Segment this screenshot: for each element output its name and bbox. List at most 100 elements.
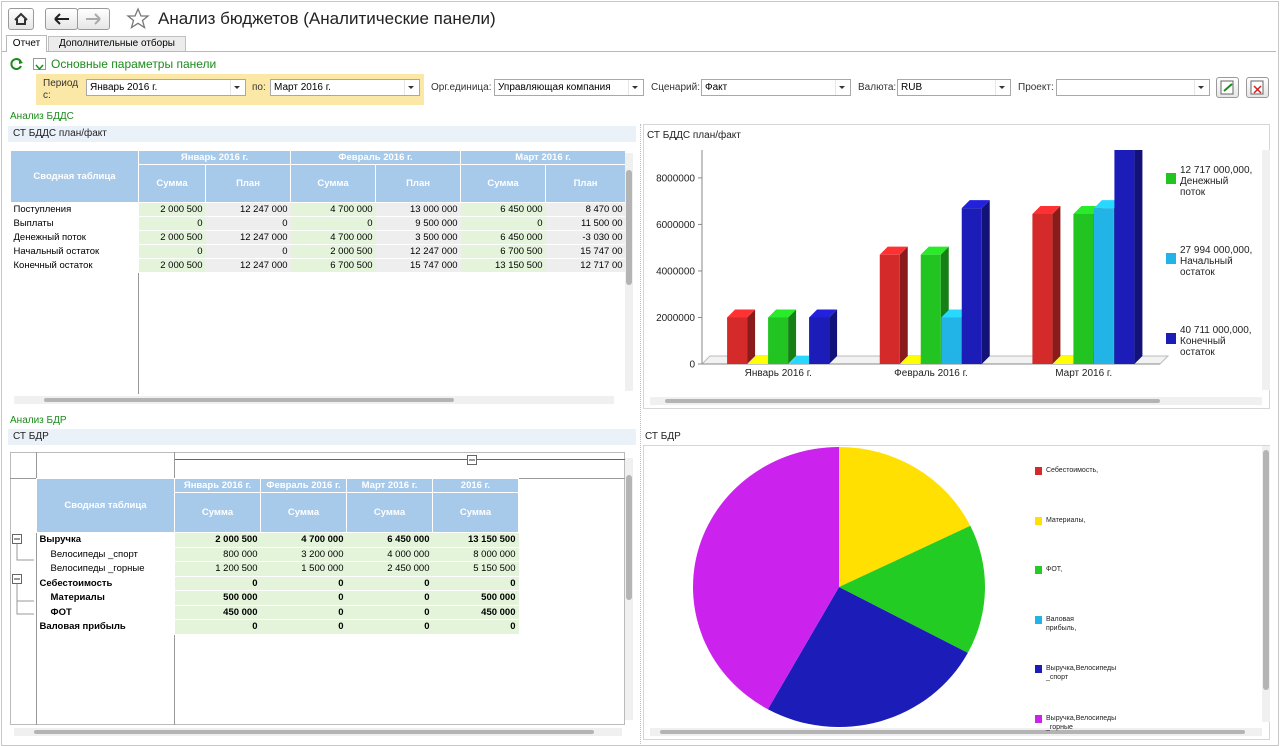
data-row: Велосипеды _спорт 800 000 3 200 000 4 000 0… xyxy=(36,547,519,562)
scrollbar xyxy=(14,396,614,404)
bar xyxy=(879,254,900,364)
month-header: Январь 2016 г. xyxy=(137,150,292,165)
row-label: Начальный остаток xyxy=(10,244,139,259)
subheader: Сумма xyxy=(346,492,433,533)
dropdown-icon[interactable] xyxy=(628,80,643,95)
settings-icon xyxy=(1220,80,1234,95)
tab[interactable]: Дополнительные отборы xyxy=(48,36,186,51)
scrollbar xyxy=(650,728,1262,736)
cell: 12 247 000 xyxy=(375,244,461,259)
dropdown-icon[interactable] xyxy=(230,80,245,95)
row-label: Конечный остаток xyxy=(10,258,139,273)
plot-area xyxy=(727,50,1143,364)
currency-field[interactable]: RUB xyxy=(897,79,1011,96)
bar-side xyxy=(788,309,797,364)
dropdown-icon[interactable] xyxy=(404,80,419,95)
pivot-table: Сводная таблица Январь 2016 г. Февраль 201… xyxy=(10,150,627,273)
scenario-field[interactable]: Факт xyxy=(701,79,851,96)
cell: 13 150 500 xyxy=(432,532,519,548)
cell: 6 450 000 xyxy=(460,230,546,245)
tab[interactable]: Отчет xyxy=(6,35,47,52)
period-header: 2016 г. xyxy=(432,478,519,493)
clear-settings-button[interactable] xyxy=(1246,77,1269,98)
cell: 6 700 500 xyxy=(290,258,376,273)
subheader: Сумма xyxy=(432,492,519,533)
project-label: Проект: xyxy=(1018,82,1054,93)
bar xyxy=(809,317,830,364)
collapse-toggle[interactable] xyxy=(33,58,46,71)
section-title: Анализ БДДС xyxy=(10,111,74,122)
tab-line xyxy=(2,51,1276,52)
bar-side xyxy=(747,309,756,364)
cell: 13 000 000 xyxy=(375,202,461,217)
y-tick-label: 2000000 xyxy=(656,313,695,324)
cell: 9 500 000 xyxy=(375,216,461,231)
row-label: Себестоимость xyxy=(36,576,175,591)
data-row: Конечный остаток 2 000 500 12 247 000 6 700… xyxy=(10,258,626,273)
corner-header: Сводная таблица xyxy=(10,150,139,203)
cell: 1 500 000 xyxy=(260,561,347,577)
dropdown-icon[interactable] xyxy=(835,80,850,95)
field-value: Март 2016 г. xyxy=(274,82,331,93)
bar-top xyxy=(961,200,990,209)
cell: 0 xyxy=(138,216,206,231)
apply-settings-button[interactable] xyxy=(1216,77,1239,98)
scrollbar xyxy=(14,728,622,736)
row-label: Денежный поток xyxy=(10,230,139,245)
scrollbar xyxy=(1262,446,1270,722)
clear-icon xyxy=(1250,80,1264,95)
bar-top xyxy=(768,309,797,318)
org-label: Орг.единица: xyxy=(431,82,492,93)
pie-slice xyxy=(693,447,839,710)
pivot-table: Сводная таблица Январь 2016 г. Февраль 201… xyxy=(36,478,519,635)
bar xyxy=(961,208,982,364)
legend-swatch xyxy=(1035,467,1042,475)
bar xyxy=(1073,213,1094,364)
row-label: Выплаты xyxy=(10,216,139,231)
params-title[interactable]: Основные параметры панели xyxy=(51,57,217,71)
cell: 0 xyxy=(205,216,291,231)
currency-label: Валюта: xyxy=(858,82,897,93)
column-divider xyxy=(138,202,139,394)
subheader: План xyxy=(375,164,462,203)
scroll-thumb xyxy=(660,730,1245,734)
period-to-field[interactable]: Март 2016 г. xyxy=(270,79,420,96)
project-field[interactable] xyxy=(1056,79,1210,96)
cell: 2 000 500 xyxy=(138,258,206,273)
period-label: Период с: xyxy=(43,78,79,101)
cell: 2 000 500 xyxy=(138,202,206,217)
data-row: Поступления 2 000 500 12 247 000 4 700 000 1… xyxy=(10,202,626,217)
scroll-thumb xyxy=(34,730,594,734)
refresh-icon[interactable] xyxy=(10,57,24,71)
data-row: Себестоимость 0 0 0 0 xyxy=(36,576,519,591)
collapse-icon[interactable] xyxy=(467,455,478,466)
bar-top xyxy=(809,309,838,318)
chevron-icon xyxy=(35,64,44,71)
scrollbar xyxy=(625,458,633,720)
legend-swatch xyxy=(1166,253,1176,264)
legend-swatch xyxy=(1035,714,1042,723)
org-field[interactable]: Управляющая компания xyxy=(494,79,644,96)
data-row: Выплаты 0 0 0 9 500 000 0 11 500 00 xyxy=(10,216,626,231)
x-tick-label: Февраль 2016 г. xyxy=(894,368,968,379)
home-button[interactable] xyxy=(8,8,34,30)
scrollbar xyxy=(650,397,1262,405)
panel-title: СТ БДР xyxy=(8,429,636,445)
dropdown-icon[interactable] xyxy=(995,80,1010,95)
field-value: Факт xyxy=(705,82,728,93)
cell: 0 xyxy=(138,244,206,259)
pivot-frame xyxy=(10,452,625,725)
favorite-star[interactable] xyxy=(126,7,150,29)
bar-top xyxy=(1114,50,1142,58)
forward-button[interactable] xyxy=(77,8,110,30)
legend-swatch xyxy=(1035,665,1042,673)
bar-top xyxy=(920,246,949,255)
period-from-field[interactable]: Январь 2016 г. xyxy=(86,79,246,96)
row-label: Велосипеды _спорт xyxy=(36,547,175,562)
dropdown-icon[interactable] xyxy=(1194,80,1209,95)
subheader: Сумма xyxy=(290,164,377,203)
legend-label: 27 994 000,000, Начальный остаток xyxy=(1180,245,1253,278)
cell: 0 xyxy=(432,576,519,591)
cell: 12 717 00 xyxy=(545,258,626,273)
cell: 3 200 000 xyxy=(260,547,347,562)
